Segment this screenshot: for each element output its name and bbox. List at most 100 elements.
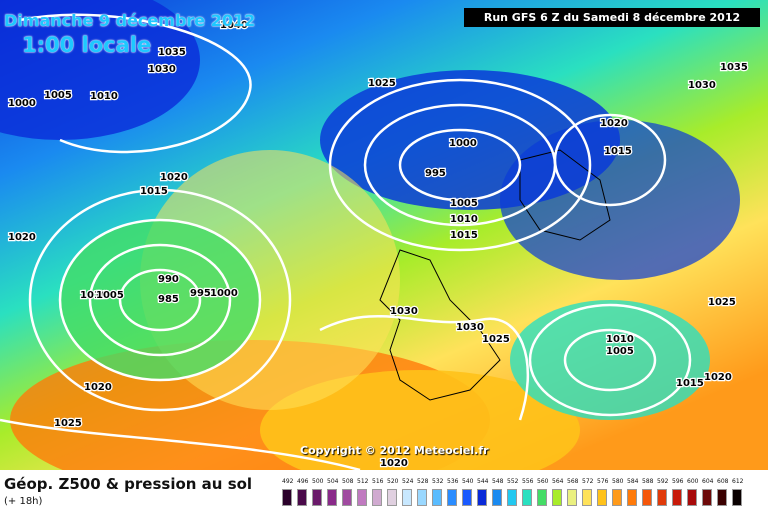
legend-tick-label: 524 xyxy=(402,478,414,485)
legend-tick-label: 572 xyxy=(582,478,594,485)
isobar-low-north-3 xyxy=(328,78,592,252)
legend-color-cell xyxy=(372,489,382,506)
trough-east xyxy=(500,120,740,280)
isobar-low-east xyxy=(553,113,667,207)
isobar-value-label: 1020 xyxy=(704,372,732,383)
northwest-cold xyxy=(0,0,200,140)
copyright-text: Copyright © 2012 Meteociel.fr xyxy=(300,444,489,457)
isobar-value-label: 1005 xyxy=(606,346,634,357)
lead-time: (+ 18h) xyxy=(4,496,43,507)
isobar-value-label: 1005 xyxy=(450,198,478,209)
footer-bar xyxy=(0,470,768,512)
isobar-low-north-1 xyxy=(398,128,522,202)
color-scale-legend: 492 496 500 504 508 512 516 520 524 528 532 536 540 5… xyxy=(282,478,754,508)
legend-tick-label: 604 xyxy=(702,478,714,485)
legend-color-cell xyxy=(327,489,337,506)
isobar-low-atlantic-4 xyxy=(28,188,292,412)
variable-title: Géop. Z500 & pression au sol xyxy=(4,475,253,493)
legend-tick-label: 492 xyxy=(282,478,294,485)
legend-color-cell xyxy=(612,489,622,506)
isobar-value-label: 1015 xyxy=(450,230,478,241)
legend-tick-label: 496 xyxy=(297,478,309,485)
legend-color-cell xyxy=(447,489,457,506)
isobar-value-label: 995 xyxy=(190,288,211,299)
legend-color-cell xyxy=(687,489,697,506)
legend-color-cell xyxy=(717,489,727,506)
isobar-value-label: 1025 xyxy=(54,418,82,429)
isobar-value-label: 1020 xyxy=(84,382,112,393)
isobar-low-med-2 xyxy=(528,303,692,417)
legend-color-cell xyxy=(732,489,742,506)
legend-tick-label: 588 xyxy=(642,478,654,485)
isobar-value-label: 1030 xyxy=(688,80,716,91)
forecast-date: Dimanche 9 décembre 2012 xyxy=(4,11,256,30)
legend-tick-label: 580 xyxy=(612,478,624,485)
legend-color-cell xyxy=(432,489,442,506)
legend-tick-label: 576 xyxy=(597,478,609,485)
legend-color-cell xyxy=(297,489,307,506)
isobar-value-label: 1020 xyxy=(600,118,628,129)
legend-tick-label: 600 xyxy=(687,478,699,485)
legend-tick-label: 544 xyxy=(477,478,489,485)
warm-anomaly-south xyxy=(260,370,580,490)
model-run-label: Run GFS 6 Z du Samedi 8 décembre 2012 xyxy=(464,8,760,27)
legend-tick-label: 520 xyxy=(387,478,399,485)
legend-color-cell xyxy=(282,489,292,506)
isobar-value-label: 1030 xyxy=(390,306,418,317)
isobar-value-label: 1010 xyxy=(90,91,118,102)
legend-tick-label: 508 xyxy=(342,478,354,485)
isobar-value-label: 1030 xyxy=(456,322,484,333)
legend-color-cell xyxy=(387,489,397,506)
legend-tick-label: 536 xyxy=(447,478,459,485)
forecast-map: 1000 1005 1010 1035 1030 1040 1025 1030 1035 1000… xyxy=(0,0,768,500)
legend-color-cell xyxy=(357,489,367,506)
isobar-value-label: 1035 xyxy=(158,47,186,58)
legend-tick-label: 504 xyxy=(327,478,339,485)
legend-color-cell xyxy=(702,489,712,506)
legend-tick-label: 592 xyxy=(657,478,669,485)
legend-tick-label: 528 xyxy=(417,478,429,485)
isobar-value-label: 1000 xyxy=(210,288,238,299)
isobar-value-label: 1010 xyxy=(606,334,634,345)
legend-color-cell xyxy=(402,489,412,506)
legend-tick-label: 564 xyxy=(552,478,564,485)
isobar-value-label: 1010 xyxy=(80,290,108,301)
isobar-value-label: 1015 xyxy=(140,186,168,197)
mediterranean-low xyxy=(510,300,710,420)
legend-color-cell xyxy=(507,489,517,506)
isobar-lines xyxy=(0,13,692,472)
isobar-value-label: 1015 xyxy=(604,146,632,157)
legend-tick-label: 608 xyxy=(717,478,729,485)
legend-color-cell xyxy=(417,489,427,506)
isobar-value-label: 985 xyxy=(158,294,179,305)
legend-tick-label: 568 xyxy=(567,478,579,485)
isobar-value-label: 1000 xyxy=(8,98,36,109)
isobar-value-label: 1040 xyxy=(220,20,248,31)
isobar-low-atlantic-3 xyxy=(58,218,262,382)
legend-color-cell xyxy=(582,489,592,506)
legend-color-cell xyxy=(567,489,577,506)
isobar-value-label: 1015 xyxy=(676,378,704,389)
isobar-value-label: 1025 xyxy=(482,334,510,345)
legend-tick-label: 548 xyxy=(492,478,504,485)
isobar-value-label: 995 xyxy=(425,168,446,179)
legend-tick-label: 540 xyxy=(462,478,474,485)
legend-color-cell xyxy=(462,489,472,506)
isobar-value-label: 1035 xyxy=(720,62,748,73)
legend-color-cell xyxy=(552,489,562,506)
legend-tick-label: 596 xyxy=(672,478,684,485)
isobar-value-label: 1005 xyxy=(96,290,124,301)
isobar-value-label: 1025 xyxy=(368,78,396,89)
isobar-value-label: 990 xyxy=(158,274,179,285)
legend-color-cell xyxy=(657,489,667,506)
legend-tick-label: 532 xyxy=(432,478,444,485)
isobar-low-atlantic-1 xyxy=(118,268,202,332)
legend-color-cell xyxy=(477,489,487,506)
isobar-high-northwest xyxy=(19,13,252,154)
legend-color-cell xyxy=(522,489,532,506)
legend-tick-label: 552 xyxy=(507,478,519,485)
isobar-ridge-west xyxy=(319,315,529,421)
isobar-low-atlantic-2 xyxy=(88,243,232,357)
isobar-value-label: 1005 xyxy=(44,90,72,101)
